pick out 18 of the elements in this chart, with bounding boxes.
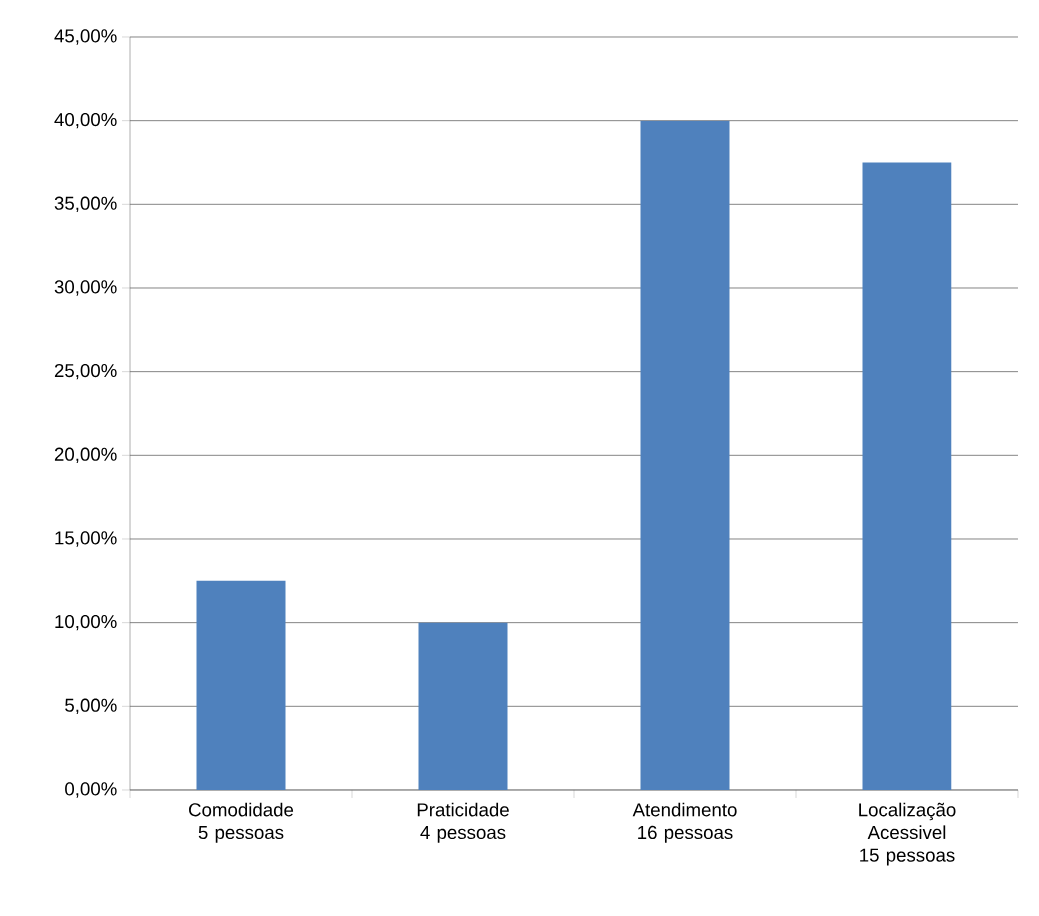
bar xyxy=(640,120,730,790)
x-tick-label: Atendimento 16 pessoas xyxy=(632,802,737,843)
y-tick-label: 45,00% xyxy=(54,29,117,45)
x-tick-label: Praticidade 4 pessoas xyxy=(417,802,509,843)
y-tick-label: 25,00% xyxy=(54,363,117,380)
bar xyxy=(862,162,952,790)
y-tick-label: 0,00% xyxy=(65,782,117,798)
y-tick-label: 15,00% xyxy=(55,531,117,547)
x-tick-label: Localização Acessivel 15 pessoas xyxy=(859,802,956,866)
bar xyxy=(418,622,508,790)
x-tick-label: Comodidade 5 pessoas xyxy=(189,802,294,843)
y-tick-label: 40,00% xyxy=(54,112,117,129)
y-tick-label: 20,00% xyxy=(54,447,117,464)
y-tick-label: 35,00% xyxy=(54,196,117,213)
y-tick-label: 5,00% xyxy=(65,698,117,715)
bar xyxy=(196,580,286,790)
y-tick-label: 30,00% xyxy=(54,280,117,296)
y-tick-label: 10,00% xyxy=(55,614,117,631)
